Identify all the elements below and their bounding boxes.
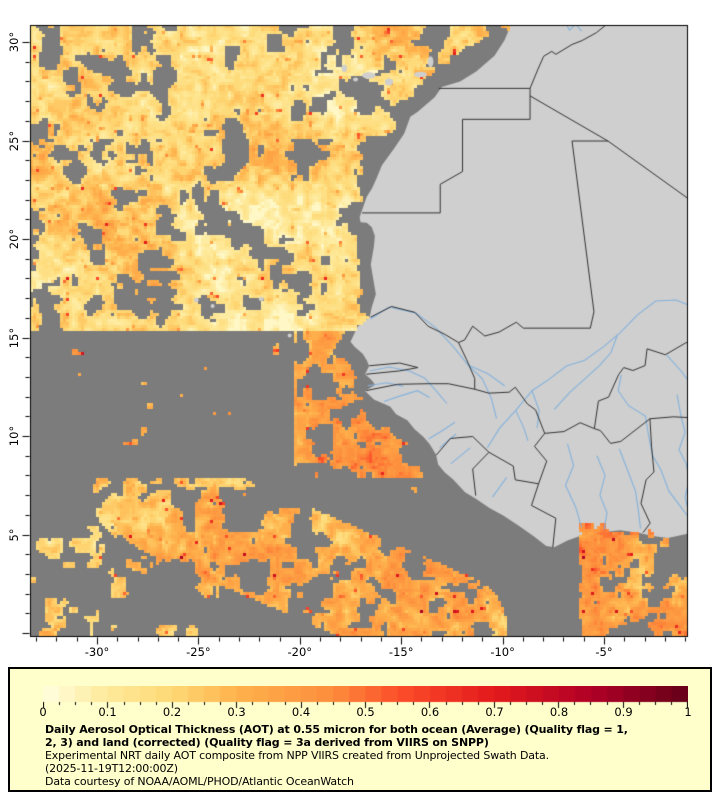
map-canvas xyxy=(0,0,720,663)
colorbar-tick-label: 1 xyxy=(684,705,692,719)
y-tick-label: 15° xyxy=(7,327,21,348)
colorbar-tick-label: 0.9 xyxy=(614,705,633,719)
colorbar-tick-label: 0.3 xyxy=(227,705,246,719)
y-tick-label: 25° xyxy=(7,130,21,151)
x-tick-label: -10° xyxy=(490,645,515,659)
colorbar-tick-label: 0.8 xyxy=(549,705,569,719)
colorbar xyxy=(43,686,688,710)
legend-title-line2: 2, 3) and land (corrected) (Quality flag… xyxy=(45,736,489,749)
x-tick-label: -25° xyxy=(186,645,211,659)
y-tick-label: 5° xyxy=(7,527,21,542)
colorbar-tick-label: 0.6 xyxy=(420,705,440,719)
colorbar-tick-label: 0.5 xyxy=(356,705,375,719)
y-tick-label: 30° xyxy=(7,31,21,53)
colorbar-tick-label: 0.2 xyxy=(162,705,182,719)
legend-credit: Data courtesy of NOAA/AOML/PHOD/Atlantic… xyxy=(45,775,354,788)
legend-caption: Daily Aerosol Optical Thickness (AOT) at… xyxy=(45,723,628,788)
x-tick-label: -20° xyxy=(287,645,313,659)
colorbar-tick-label: 0.7 xyxy=(485,705,504,719)
legend-subtitle: Experimental NRT daily AOT composite fro… xyxy=(45,749,549,762)
x-tick-label: -15° xyxy=(388,645,414,659)
legend-date: (2025-11-19T12:00:00Z) xyxy=(45,762,178,775)
x-tick-label: -5° xyxy=(595,645,613,659)
legend-panel: 0 0.1 0.2 0.3 0.4 0.5 0.6 0.7 0.8 0.9 1 Daily Aero… xyxy=(8,667,712,792)
colorbar-tick-label: 0 xyxy=(39,705,47,719)
y-tick-label: 20° xyxy=(7,228,21,250)
colorbar-tick-label: 0.1 xyxy=(98,705,117,719)
x-tick-label: -30° xyxy=(84,645,110,659)
colorbar-tick-label: 0.4 xyxy=(291,705,311,719)
y-tick-label: 10° xyxy=(7,425,21,447)
legend-title-line1: Daily Aerosol Optical Thickness (AOT) at… xyxy=(45,723,628,736)
